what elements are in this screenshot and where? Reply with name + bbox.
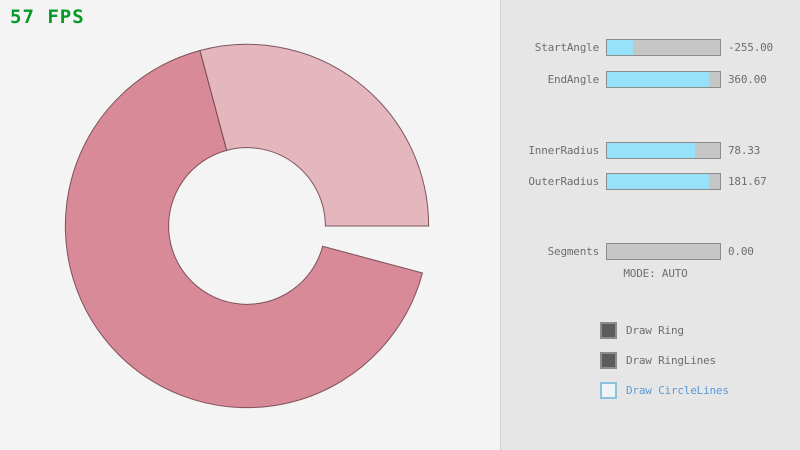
render-canvas[interactable]: 57 FPS bbox=[0, 0, 500, 450]
slider-row-end-angle[interactable]: EndAngle 360.00 bbox=[501, 70, 800, 89]
slider-track-segments[interactable] bbox=[606, 243, 721, 260]
checkbox-label-draw-ring: Draw Ring bbox=[626, 323, 684, 337]
slider-value-start-angle: -255.00 bbox=[728, 41, 773, 54]
slider-label-outer-radius: OuterRadius bbox=[528, 175, 599, 188]
slider-label-end-angle: EndAngle bbox=[547, 73, 600, 86]
slider-row-segments[interactable]: Segments 0.00 bbox=[501, 242, 800, 261]
checkbox-box-draw-ring[interactable] bbox=[600, 321, 617, 339]
control-panel: StartAngle -255.00 EndAngle 360.00 Inner… bbox=[501, 0, 800, 450]
mode-readout: MODE: AUTO bbox=[623, 267, 688, 280]
slider-row-start-angle[interactable]: StartAngle -255.00 bbox=[501, 38, 800, 57]
slider-row-outer-radius[interactable]: OuterRadius 181.67 bbox=[501, 172, 800, 191]
slider-fill-inner-radius bbox=[607, 143, 696, 158]
checkbox-label-draw-ringlines: Draw RingLines bbox=[626, 353, 716, 367]
donut-slice-2 bbox=[199, 43, 430, 227]
slider-label-start-angle: StartAngle bbox=[534, 41, 599, 54]
checkbox-draw-ring[interactable]: Draw Ring bbox=[600, 320, 684, 340]
slider-track-outer-radius[interactable] bbox=[606, 173, 721, 190]
checkbox-draw-ringlines[interactable]: Draw RingLines bbox=[600, 350, 716, 370]
checkbox-draw-circlelines[interactable]: Draw CircleLines bbox=[600, 380, 729, 400]
slider-label-inner-radius: InnerRadius bbox=[528, 144, 599, 157]
slider-fill-start-angle bbox=[607, 40, 633, 55]
slider-label-segments: Segments bbox=[547, 245, 600, 258]
slider-value-segments: 0.00 bbox=[728, 245, 754, 258]
donut-chart bbox=[64, 43, 430, 409]
slider-value-inner-radius: 78.33 bbox=[728, 144, 761, 157]
slider-row-inner-radius[interactable]: InnerRadius 78.33 bbox=[501, 141, 800, 160]
checkbox-label-draw-circlelines: Draw CircleLines bbox=[626, 383, 729, 397]
checkbox-box-draw-circlelines[interactable] bbox=[600, 381, 617, 399]
donut-slices bbox=[64, 43, 430, 409]
slider-track-start-angle[interactable] bbox=[606, 39, 721, 56]
slider-fill-end-angle bbox=[607, 72, 709, 87]
donut-slice-1 bbox=[64, 49, 424, 409]
slider-fill-outer-radius bbox=[607, 174, 709, 189]
slider-track-end-angle[interactable] bbox=[606, 71, 721, 88]
checkbox-box-draw-ringlines[interactable] bbox=[600, 351, 617, 369]
panel-divider bbox=[500, 0, 501, 450]
slider-value-end-angle: 360.00 bbox=[728, 73, 767, 86]
slider-value-outer-radius: 181.67 bbox=[728, 175, 767, 188]
fps-counter: 57 FPS bbox=[10, 6, 85, 28]
slider-track-inner-radius[interactable] bbox=[606, 142, 721, 159]
